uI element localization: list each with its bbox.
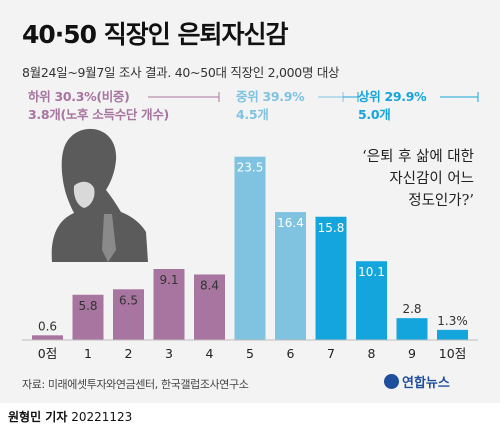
survey-question: ‘은퇴 후 삶에 대한 자신감이 어느 정도인가?’ [284,146,474,212]
group-brackets [148,92,479,102]
x-tick-label-1: 1 [84,346,92,361]
value-label-4: 8.4 [200,278,219,292]
bar-1 [72,294,104,340]
chart-title: 40·50 직장인 은퇴자신감 [22,20,288,49]
bar-chart: 0.6 5.8 6.5 9.1 8.4 23.5 16.4 15.8 10.1 2.8 1.3% 0… [22,92,479,361]
bar-2 [113,289,144,340]
bar-5 [234,156,266,340]
bar-6 [275,212,306,340]
high-group-bracket [343,92,359,102]
businessman-illustration [51,128,148,262]
bar-4 [194,274,225,340]
value-labels: 0.6 5.8 6.5 9.1 8.4 23.5 16.4 15.8 10.1 2.8 1.3% [38,161,468,334]
value-label-3: 9.1 [159,273,178,287]
value-label-1: 5.8 [78,299,97,313]
high-group-label: 상위 29.9% 5.0개 [358,88,427,124]
value-label-2: 6.5 [119,293,138,307]
x-tick-label-8: 8 [368,346,376,361]
yonhap-logo: 연합뉴스 [384,372,450,391]
x-tick-labels: 0점 1 2 3 4 5 6 7 8 9 10점 [38,346,466,361]
bar-10 [437,329,468,340]
person-silhouette [51,128,148,262]
bar-3 [153,269,185,340]
low-group-bracket [148,92,220,102]
value-label-7: 15.8 [318,221,345,235]
chart-subtitle: 8월24일~9월7일 조사 결과. 40~50대 직장인 2,000명 대상 [22,65,340,80]
high-group-income-count: 5.0개 [358,107,391,122]
value-label-10: 1.3% [437,314,468,328]
low-group-share: 하위 30.3%(비중) [28,89,130,104]
high-group-bracket-right [440,92,479,102]
person-tie [102,214,116,262]
mid-group-share: 중위 39.9% [236,89,305,104]
value-label-0: 0.6 [38,319,57,333]
question-line-3: 정도인가?’ [408,193,474,209]
credit-author: 원형민 기자 [8,410,68,424]
bar-8 [356,261,387,340]
logo-text: 연합뉴스 [402,376,450,391]
bar-7 [315,216,347,340]
x-tick-label-3: 3 [165,346,173,361]
mid-group-label: 중위 39.9% 4.5개 [236,88,305,124]
value-label-8: 10.1 [358,265,385,279]
bars [32,156,468,340]
credit-line: 원형민 기자 20221123 [8,408,132,425]
credit-date: 20221123 [71,410,133,424]
source-note: 자료: 미래에셋투자와연금센터, 한국갤럽조사연구소 [22,378,249,391]
yonhap-logo-icon [384,374,399,389]
x-tick-label-9: 9 [408,346,416,361]
high-group-share: 상위 29.9% [358,89,427,104]
low-group-income-count: 3.8개(노후 소득수단 개수) [28,107,169,122]
question-line-2: 자신감이 어느 [389,171,474,187]
x-tick-label-7: 7 [327,346,335,361]
x-tick-label-0: 0점 [38,346,57,361]
x-tick-label-4: 4 [206,346,214,361]
low-group-label: 하위 30.3%(비중) 3.8개(노후 소득수단 개수) [28,88,169,124]
x-tick-label-6: 6 [287,346,295,361]
person-hand [73,181,95,208]
bar-0 [32,335,63,340]
bar-9 [396,318,428,340]
mid-group-income-count: 4.5개 [236,107,269,122]
value-label-9: 2.8 [402,302,421,316]
mid-group-bracket [318,92,344,102]
x-tick-label-2: 2 [125,346,133,361]
value-label-6: 16.4 [277,216,304,230]
value-label-5: 23.5 [237,161,264,175]
question-line-1: ‘은퇴 후 삶에 대한 [362,149,474,165]
x-tick-label-5: 5 [246,346,254,361]
x-tick-label-10: 10점 [439,346,466,361]
